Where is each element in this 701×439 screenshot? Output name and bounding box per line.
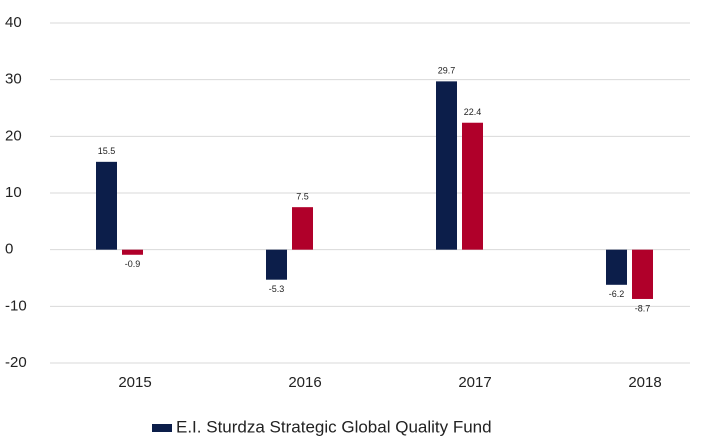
y-tick-label: 10	[5, 184, 22, 201]
legend-swatch	[152, 424, 172, 432]
legend-label: E.I. Sturdza Strategic Global Quality Fu…	[176, 417, 492, 436]
x-tick-label: 2017	[458, 374, 491, 391]
bar	[96, 161, 117, 250]
value-label: -6.2	[609, 289, 625, 299]
x-tick-label: 2016	[288, 374, 321, 391]
x-tick-label: 2015	[118, 374, 151, 391]
bar	[462, 122, 483, 250]
bar	[122, 249, 143, 255]
y-tick-label: 0	[5, 241, 13, 258]
value-label: -5.3	[269, 284, 285, 294]
y-tick-label: -10	[5, 297, 27, 314]
x-tick-label: 2018	[628, 374, 661, 391]
y-tick-label: 40	[5, 14, 22, 31]
y-tick-label: -20	[5, 354, 27, 371]
value-label: -0.9	[125, 259, 141, 269]
bar	[266, 249, 287, 280]
value-label: 22.4	[464, 107, 482, 117]
value-label: 15.5	[98, 146, 116, 156]
value-label: -8.7	[635, 303, 651, 313]
value-label: 29.7	[438, 66, 456, 76]
y-tick-label: 20	[5, 127, 22, 144]
bar	[292, 207, 313, 250]
value-label: 7.5	[296, 192, 309, 202]
y-tick-label: 30	[5, 71, 22, 88]
bar	[606, 249, 627, 285]
bar	[436, 81, 457, 250]
bar	[632, 249, 653, 299]
